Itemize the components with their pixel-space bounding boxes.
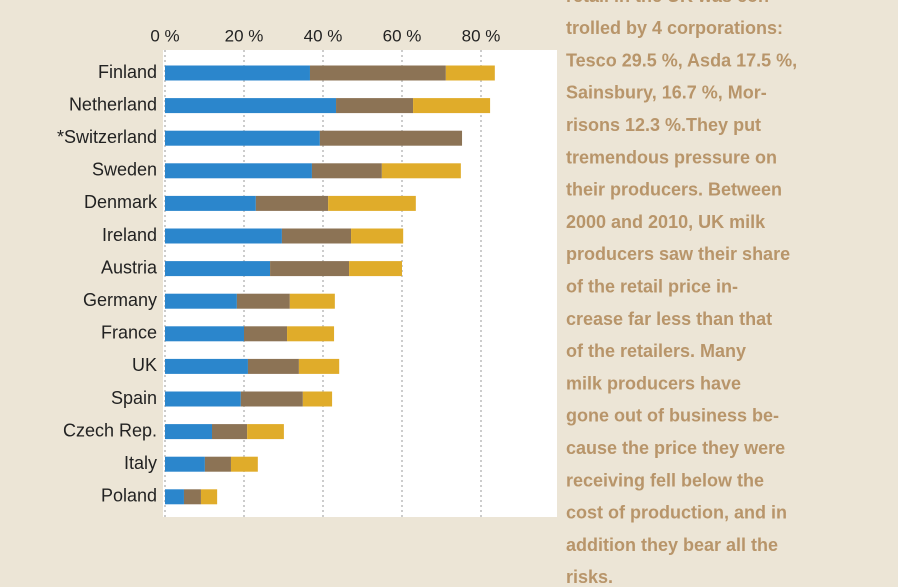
bar-segment xyxy=(247,424,284,440)
aside-text-line: addition they bear all the xyxy=(566,535,778,555)
bar-segment xyxy=(298,358,340,374)
bar-segment xyxy=(381,163,461,179)
bar-segment xyxy=(204,456,231,472)
aside-text-line: of the retailers. Many xyxy=(566,341,746,361)
plot-area xyxy=(163,50,557,517)
bar-segment xyxy=(165,326,244,342)
bar-segment xyxy=(165,228,282,244)
y-tick-label: Sweden xyxy=(92,160,157,180)
bar-segment xyxy=(165,65,310,81)
y-tick-label: Spain xyxy=(111,388,157,408)
bar-segment xyxy=(336,98,414,114)
y-tick-label: Finland xyxy=(98,62,157,82)
aside-text-line: producers saw their share xyxy=(566,244,790,264)
bar-segment xyxy=(287,326,335,342)
bar-segment xyxy=(230,456,258,472)
y-tick-label: Netherland xyxy=(69,94,157,114)
aside-text-line: gone out of business be- xyxy=(566,406,779,426)
aside-text-line: of the retail price in- xyxy=(566,276,738,296)
bar-segment xyxy=(200,489,218,505)
aside-text-line: receiving fell below the xyxy=(566,470,764,490)
bar-segment xyxy=(270,261,350,277)
y-tick-label: Austria xyxy=(101,257,158,277)
x-tick-label: 60 % xyxy=(383,26,422,45)
bar-segment xyxy=(236,293,290,309)
aside-text-line: risons 12.3 %.They put xyxy=(566,115,761,135)
aside-text-line: cost of production, and in xyxy=(566,503,787,523)
aside-text-line: crease far less than that xyxy=(566,309,772,329)
y-tick-label: Italy xyxy=(124,453,157,473)
y-tick-label: *Switzerland xyxy=(57,127,157,147)
x-tick-label: 20 % xyxy=(225,26,264,45)
bar-segment xyxy=(413,98,491,114)
aside-text-line: retail in the UK was con- xyxy=(566,0,775,6)
bar-segment xyxy=(244,326,288,342)
bar-segment xyxy=(289,293,335,309)
bar-segment xyxy=(212,424,248,440)
aside-text-line: Tesco 29.5 %, Asda 17.5 %, xyxy=(566,50,797,70)
bar-segment xyxy=(165,261,271,277)
aside-text-line: trolled by 4 corporations: xyxy=(566,18,783,38)
bar-segment xyxy=(165,489,184,505)
y-tick-label: Poland xyxy=(101,486,157,506)
bar-segment xyxy=(311,163,382,179)
bar-segment xyxy=(309,65,446,81)
bar-segment xyxy=(165,391,241,407)
bar-segment xyxy=(165,130,320,146)
bar-segment xyxy=(349,261,402,277)
y-tick-label: Germany xyxy=(83,290,157,310)
bar-segment xyxy=(165,358,248,374)
bar-segment xyxy=(255,195,329,211)
bar-segment xyxy=(319,130,463,146)
bar-segment xyxy=(247,358,299,374)
y-tick-label: UK xyxy=(132,355,157,375)
aside-text-line: 2000 and 2010, UK milk xyxy=(566,212,766,232)
bar-segment xyxy=(165,163,312,179)
bar-segment xyxy=(351,228,404,244)
bar-segment xyxy=(445,65,495,81)
aside-text-line: cause the price they were xyxy=(566,438,785,458)
y-tick-label: Denmark xyxy=(84,192,158,212)
bar-segment xyxy=(240,391,303,407)
bar-segment xyxy=(165,293,237,309)
x-tick-label: 0 % xyxy=(150,26,179,45)
bar-segment xyxy=(165,195,256,211)
aside-text-line: risks. xyxy=(566,567,613,587)
x-tick-label: 80 % xyxy=(462,26,501,45)
bar-segment xyxy=(183,489,201,505)
x-tick-label: 40 % xyxy=(304,26,343,45)
bar-segment xyxy=(165,456,205,472)
bar-segment xyxy=(165,424,213,440)
aside-text-line: milk producers have xyxy=(566,373,741,393)
aside-text-line: tremendous pressure on xyxy=(566,147,777,167)
aside-text-line: their producers. Between xyxy=(566,180,782,200)
bar-segment xyxy=(165,98,337,114)
bar-segment xyxy=(281,228,352,244)
bar-segment xyxy=(328,195,416,211)
y-tick-label: France xyxy=(101,323,157,343)
bar-segment xyxy=(302,391,333,407)
y-tick-label: Czech Rep. xyxy=(63,420,157,440)
aside-text-line: Sainsbury, 16.7 %, Mor- xyxy=(566,83,767,103)
y-tick-label: Ireland xyxy=(102,225,157,245)
